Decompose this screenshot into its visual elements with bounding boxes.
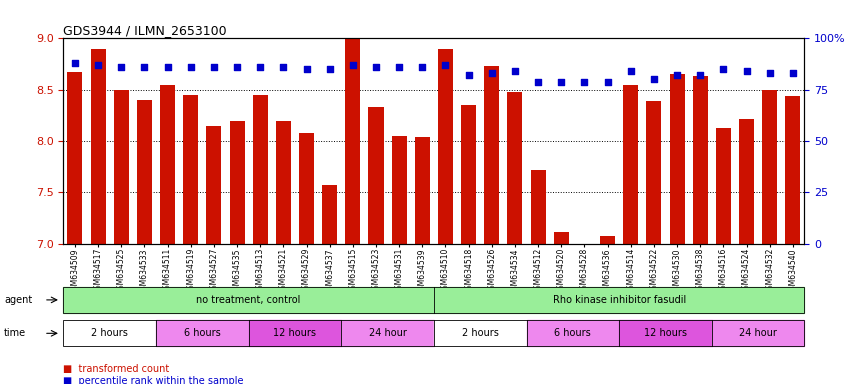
Text: 2 hours: 2 hours	[91, 328, 128, 338]
Point	[462, 72, 475, 78]
Text: GDS3944 / ILMN_2653100: GDS3944 / ILMN_2653100	[63, 24, 227, 37]
Text: agent: agent	[4, 295, 32, 305]
Bar	[692, 76, 707, 384]
Point	[647, 76, 660, 83]
Point	[762, 70, 776, 76]
Bar	[553, 232, 568, 384]
Text: 12 hours: 12 hours	[643, 328, 686, 338]
Bar	[345, 38, 360, 384]
Bar	[784, 96, 799, 384]
Point	[716, 66, 729, 72]
Bar	[391, 136, 406, 384]
Bar	[715, 128, 730, 384]
Text: no treatment, control: no treatment, control	[196, 295, 300, 305]
Point	[346, 62, 360, 68]
Bar	[160, 84, 175, 384]
Bar	[183, 95, 198, 384]
Point	[115, 64, 128, 70]
Point	[623, 68, 636, 74]
Text: 6 hours: 6 hours	[554, 328, 591, 338]
Bar	[484, 66, 499, 384]
Bar	[230, 121, 244, 384]
Text: 2 hours: 2 hours	[461, 328, 498, 338]
Point	[184, 64, 197, 70]
Bar	[761, 90, 776, 384]
Point	[438, 62, 452, 68]
Text: ■  transformed count: ■ transformed count	[63, 364, 170, 374]
Bar	[646, 101, 661, 384]
Bar	[252, 95, 268, 384]
Point	[531, 78, 544, 84]
Bar	[576, 244, 592, 384]
Text: 12 hours: 12 hours	[273, 328, 316, 338]
Text: ■  percentile rank within the sample: ■ percentile rank within the sample	[63, 376, 244, 384]
Point	[507, 68, 521, 74]
Bar	[738, 119, 753, 384]
Bar	[299, 133, 314, 384]
Point	[577, 78, 591, 84]
Bar	[368, 107, 383, 384]
Text: 24 hour: 24 hour	[368, 328, 406, 338]
Bar	[530, 170, 545, 384]
Point	[600, 78, 614, 84]
Point	[138, 64, 151, 70]
Bar	[275, 121, 290, 384]
Point	[484, 70, 498, 76]
Point	[554, 78, 567, 84]
Point	[160, 64, 174, 70]
Bar	[623, 84, 637, 384]
Point	[91, 62, 105, 68]
Bar	[137, 100, 152, 384]
Point	[230, 64, 244, 70]
Bar	[507, 92, 522, 384]
Bar	[68, 72, 83, 384]
Point	[785, 70, 798, 76]
Point	[322, 66, 336, 72]
Point	[669, 72, 683, 78]
Point	[276, 64, 289, 70]
Point	[369, 64, 382, 70]
Text: 24 hour: 24 hour	[738, 328, 776, 338]
Point	[300, 66, 313, 72]
Point	[392, 64, 405, 70]
Point	[415, 64, 429, 70]
Point	[738, 68, 752, 74]
Text: time: time	[4, 328, 26, 338]
Point	[693, 72, 706, 78]
Bar	[668, 74, 684, 384]
Bar	[322, 185, 337, 384]
Text: Rho kinase inhibitor fasudil: Rho kinase inhibitor fasudil	[552, 295, 685, 305]
Bar	[437, 49, 452, 384]
Point	[68, 60, 82, 66]
Bar	[599, 236, 614, 384]
Bar	[414, 137, 430, 384]
Text: 6 hours: 6 hours	[184, 328, 220, 338]
Point	[207, 64, 220, 70]
Bar	[90, 49, 106, 384]
Bar	[206, 126, 221, 384]
Bar	[114, 90, 128, 384]
Point	[253, 64, 267, 70]
Bar	[461, 105, 476, 384]
